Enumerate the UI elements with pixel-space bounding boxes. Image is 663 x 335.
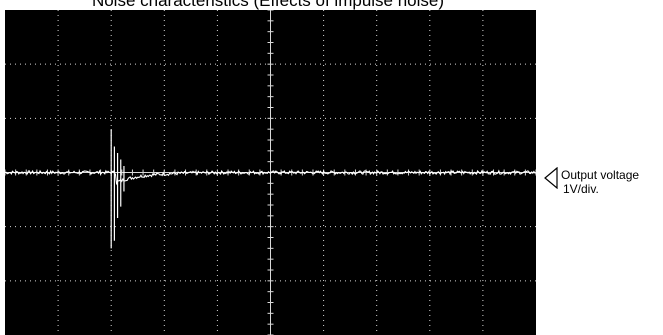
output-voltage-trace [5,169,536,186]
scope-plot [5,10,536,335]
channel-scale: 1V/div. [563,182,599,196]
channel-marker-icon [544,167,558,189]
chart-title: Noise characteristics (Effects of impuls… [91,0,445,10]
channel-label: Output voltage 1V/div. [561,168,639,196]
trace-layer [5,129,536,249]
oscilloscope-screen [5,10,536,335]
channel-name: Output voltage [561,168,640,182]
